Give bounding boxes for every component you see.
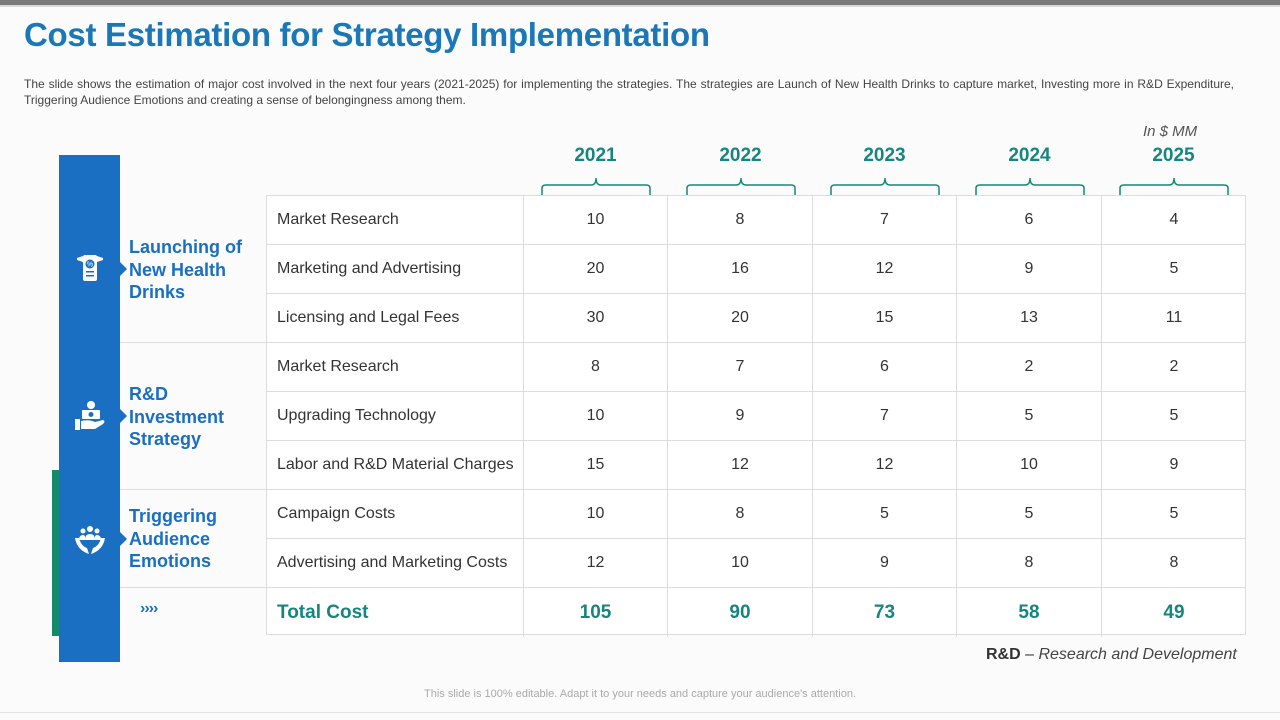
total-value: 90: [668, 588, 813, 637]
cost-table: Market Research 10 8 7 6 4 Marketing and Adver…: [266, 195, 1246, 637]
cost-value: 2: [1102, 343, 1246, 392]
footnote-meaning: Research and Development: [1038, 646, 1237, 663]
cost-value: 6: [813, 343, 957, 392]
total-label: Total Cost: [267, 588, 524, 637]
cost-value: 7: [668, 343, 813, 392]
category-divider: [120, 587, 266, 588]
cost-value: 7: [813, 392, 957, 441]
cost-value: 7: [813, 196, 957, 245]
cost-value: 30: [524, 294, 668, 343]
brace-2023: [830, 176, 940, 196]
total-value: 58: [957, 588, 1102, 637]
sidebar-notch: [120, 532, 127, 546]
cost-value: 6: [957, 196, 1102, 245]
cost-item-label: Advertising and Marketing Costs: [267, 539, 524, 588]
cost-value: 12: [813, 245, 957, 294]
cost-value: 12: [668, 441, 813, 490]
year-header-2021: 2021: [574, 145, 617, 166]
cost-value: 20: [524, 245, 668, 294]
cost-value: 10: [524, 392, 668, 441]
cost-value: 15: [524, 441, 668, 490]
cost-value: 5: [957, 490, 1102, 539]
cost-value: 9: [1102, 441, 1246, 490]
footnote-dash: –: [1020, 646, 1039, 663]
unit-label: In $ MM: [1143, 123, 1198, 140]
top-border: [0, 0, 1280, 5]
cost-value: 8: [668, 196, 813, 245]
cost-item-label: Marketing and Advertising: [267, 245, 524, 294]
top-border-shadow: [0, 5, 1280, 7]
page-title: Cost Estimation for Strategy Implementat…: [24, 16, 710, 53]
people-care-icon: [73, 522, 107, 556]
sidebar-accent-bar: [52, 470, 60, 636]
brace-2025: [1119, 176, 1229, 196]
brace-2021: [541, 176, 651, 196]
cost-value: 16: [668, 245, 813, 294]
cost-value: 10: [668, 539, 813, 588]
cost-item-label: Market Research: [267, 343, 524, 392]
category-divider: [120, 342, 266, 343]
cost-value: 10: [957, 441, 1102, 490]
cost-item-label: Licensing and Legal Fees: [267, 294, 524, 343]
cost-value: 4: [1102, 196, 1246, 245]
cost-item-label: Upgrading Technology: [267, 392, 524, 441]
health-drink-icon: %: [73, 252, 107, 286]
cost-value: 5: [1102, 245, 1246, 294]
cost-value: 10: [524, 196, 668, 245]
cost-value: 8: [1102, 539, 1246, 588]
sidebar-notch: [120, 262, 127, 276]
brace-2022: [686, 176, 796, 196]
cost-value: 8: [668, 490, 813, 539]
svg-text:%: %: [87, 262, 93, 269]
year-header-2025: 2025: [1152, 145, 1195, 166]
total-value: 49: [1163, 601, 1185, 623]
year-header-2022: 2022: [719, 145, 762, 166]
category-label-rd-investment: R&D Investment Strategy: [129, 384, 225, 449]
cost-value: 11: [1102, 294, 1246, 343]
money-hand-icon: [73, 399, 107, 433]
cost-item-label: Labor and R&D Material Charges: [267, 441, 524, 490]
bottom-divider: [0, 712, 1280, 713]
bottom-note: This slide is 100% editable. Adapt it to…: [424, 688, 856, 700]
brace-2024: [975, 176, 1085, 196]
cost-value: 9: [957, 245, 1102, 294]
total-value: 105: [524, 588, 668, 637]
cost-value: 8: [957, 539, 1102, 588]
cost-value: 9: [668, 392, 813, 441]
cost-value: 5: [957, 392, 1102, 441]
cost-value: 10: [524, 490, 668, 539]
sidebar-notch: [120, 409, 127, 423]
cost-value: 12: [524, 539, 668, 588]
category-label-audience-emotions: Triggering Audience Emotions: [129, 506, 218, 571]
cost-value: 15: [813, 294, 957, 343]
cost-value: 12: [813, 441, 957, 490]
cost-value: 13: [957, 294, 1102, 343]
year-header-2024: 2024: [1008, 145, 1051, 166]
category-divider: [120, 489, 266, 490]
year-header-2023: 2023: [863, 145, 906, 166]
total-value: 73: [813, 588, 957, 637]
cost-item-label: Market Research: [267, 196, 524, 245]
cost-value: 5: [813, 490, 957, 539]
cost-value: 9: [813, 539, 957, 588]
footnote: R&D – Research and Development: [986, 646, 1237, 664]
category-label-health-drinks: Launching of New Health Drinks: [129, 237, 242, 302]
cost-value: 20: [668, 294, 813, 343]
cost-value: 5: [1102, 490, 1246, 539]
cost-value: 8: [524, 343, 668, 392]
footnote-abbr: R&D: [986, 646, 1021, 663]
total-arrows: ››››: [140, 600, 158, 617]
cost-value: 5: [1102, 392, 1246, 441]
cost-item-label: Campaign Costs: [267, 490, 524, 539]
page-description: The slide shows the estimation of major …: [24, 77, 1234, 107]
cost-value: 2: [957, 343, 1102, 392]
